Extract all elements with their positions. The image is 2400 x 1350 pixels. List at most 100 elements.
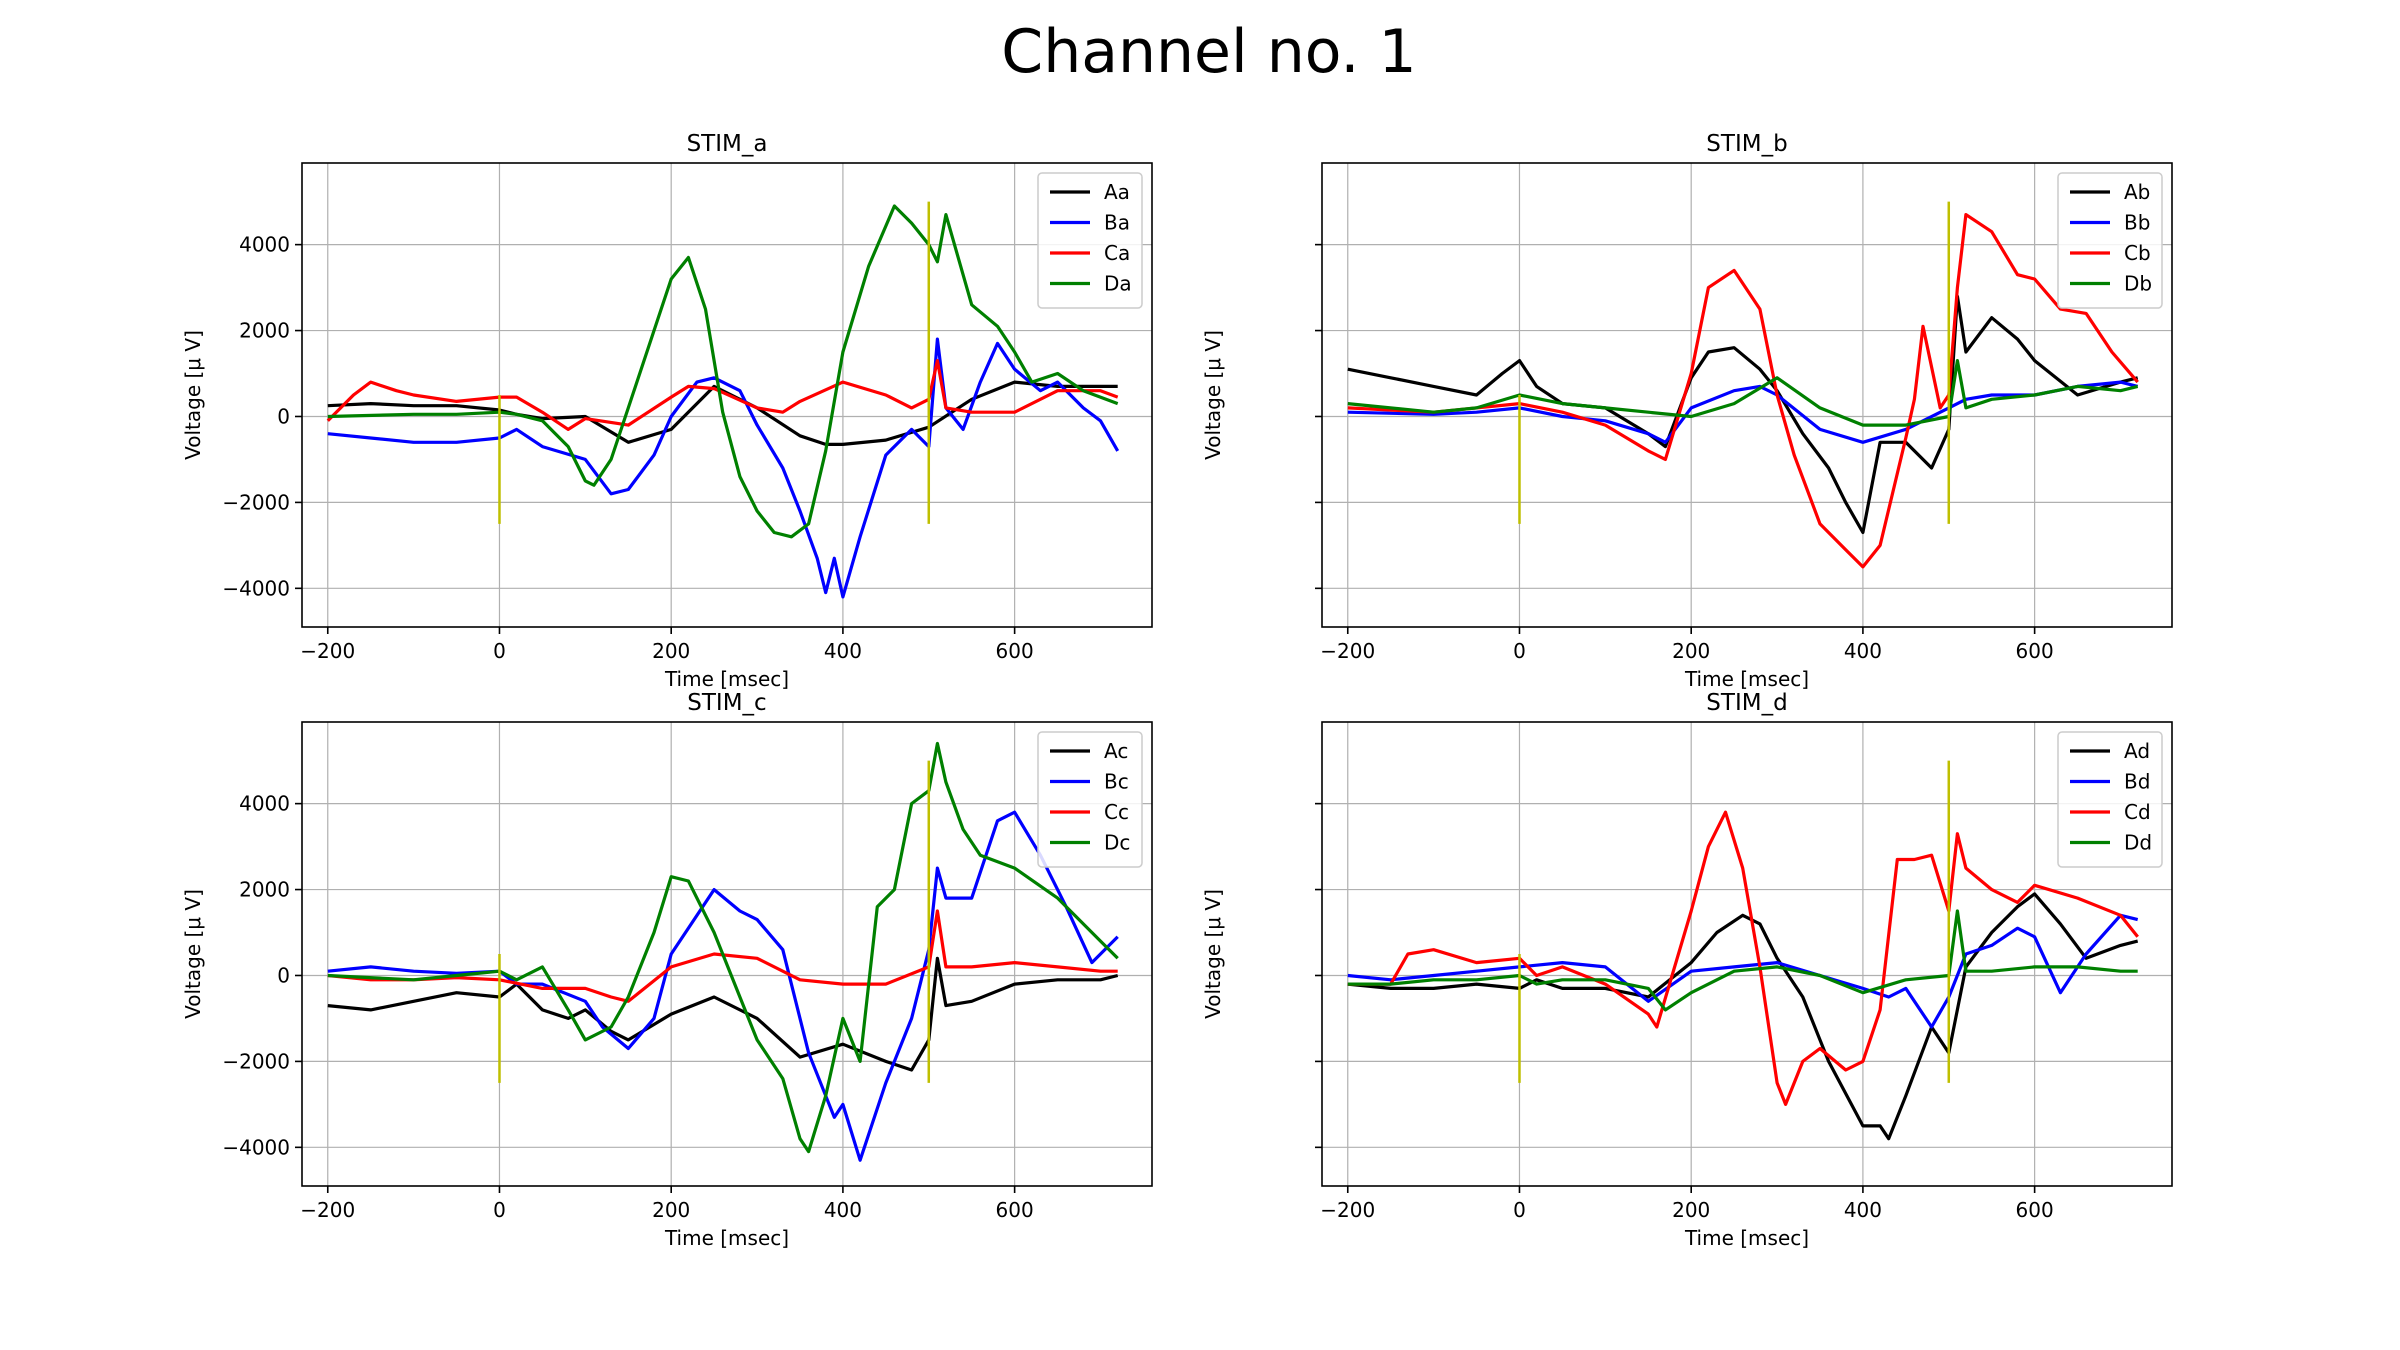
x-tick-label: 600 [996,639,1034,663]
series-group [327,741,1119,1162]
x-tick-label: 400 [1844,639,1882,663]
x-axis-label: Time [msec] [664,1226,789,1250]
series-line-Ab [1347,294,2139,535]
legend-entry-Bb: Bb [2070,211,2150,235]
x-tick-label: −200 [300,639,355,663]
x-tick-label: 600 [2016,639,2054,663]
subplot-2: −200 0 200 400 600 STIM_b Time [msec] Voltage [… [1201,131,2173,691]
x-tick-label: 200 [652,1198,690,1222]
series-line-Cd [1347,810,2139,1107]
series-line-Cb [1347,213,2139,569]
series-line-Dd [1347,909,2138,1012]
x-axis-label: Time [msec] [1684,1226,1809,1250]
y-tick-label: 0 [277,404,290,428]
legend-entry-Db: Db [2070,272,2152,296]
series-line-Da [327,204,1119,539]
legend-label: Cd [2124,800,2151,824]
legend-label: Bd [2124,770,2150,794]
legend-entry-Bc: Bc [1050,770,1129,794]
y-tick-label: 4000 [239,233,290,257]
legend-label: Dc [1104,831,1130,855]
subplot-1: −200 0 200 400 600−4000−2000020004000STIM_aT… [181,131,1153,691]
x-tick-label: 0 [493,1198,506,1222]
x-tick-label: 400 [824,1198,862,1222]
legend-entry-Ad: Ad [2070,739,2150,763]
subplot-title: STIM_b [1706,131,1787,157]
x-tick-label: 400 [824,639,862,663]
legend-label: Dd [2124,831,2152,855]
y-tick-label: −4000 [222,576,290,600]
y-axis-label: Voltage [μ V] [181,889,205,1019]
legend-entry-Ac: Ac [1050,739,1128,763]
series-line-Ba [327,337,1120,599]
legend-label: Aa [1104,180,1130,204]
x-tick-label: 200 [1672,1198,1710,1222]
x-tick-label: 600 [2016,1198,2054,1222]
series-group [1347,201,2139,569]
legend-entry-Cc: Cc [1050,800,1129,824]
legend-label: Bb [2124,211,2150,235]
x-tick-label: 200 [652,639,690,663]
legend-box [2057,731,2163,868]
legend-label: Ad [2124,739,2150,763]
axes-frame [301,721,1153,1187]
subplot-title: STIM_c [687,690,766,716]
legend: Ac Bc Cc Dc [1037,731,1143,868]
legend-label: Ba [1104,211,1130,235]
legend-entry-Ba: Ba [1050,211,1130,235]
y-tick-label: −4000 [222,1135,290,1159]
series-line-Ca [326,359,1119,431]
legend-label: Ab [2124,180,2150,204]
legend-entry-Aa: Aa [1050,180,1130,204]
subplot-title: STIM_d [1706,690,1787,716]
plot-area [1322,722,2172,1186]
legend: Aa Ba Ca Da [1037,172,1143,309]
series-line-Bb [1347,380,2139,444]
x-tick-label: −200 [1320,639,1375,663]
x-tick-label: 200 [1672,639,1710,663]
legend-entry-Dd: Dd [2070,831,2152,855]
series-group [326,201,1120,599]
legend-label: Cb [2124,241,2151,265]
y-tick-label: 4000 [239,792,290,816]
series-line-Ac [327,956,1119,1072]
subplot-grid: −200 0 200 400 600−4000−2000020004000STIM_aT… [181,131,2173,1250]
y-tick-label: −2000 [222,490,290,514]
x-tick-label: 600 [996,1198,1034,1222]
x-axis-label: Time [msec] [1684,667,1809,691]
axes-frame [301,162,1153,628]
legend-entry-Bd: Bd [2070,770,2150,794]
y-tick-label: 2000 [239,878,290,902]
legend-label: Ca [1104,241,1130,265]
x-tick-label: 400 [1844,1198,1882,1222]
y-tick-label: 0 [277,963,290,987]
legend-label: Db [2124,272,2152,296]
x-tick-label: −200 [1320,1198,1375,1222]
subplot-title: STIM_a [687,131,768,157]
legend-entry-Ab: Ab [2070,180,2150,204]
legend-entry-Cd: Cd [2070,800,2151,824]
series-line-Dc [327,741,1119,1154]
legend-label: Da [1104,272,1132,296]
y-axis-label: Voltage [μ V] [1201,330,1225,460]
series-line-Cc [327,909,1118,1003]
legend-entry-Cb: Cb [2070,241,2151,265]
x-axis-label: Time [msec] [664,667,789,691]
y-axis-label: Voltage [μ V] [181,330,205,460]
legend-label: Bc [1104,770,1129,794]
legend-label: Ac [1104,739,1128,763]
y-tick-label: −2000 [222,1049,290,1073]
legend: Ad Bd Cd Dd [2057,731,2163,868]
x-tick-label: 0 [493,639,506,663]
legend-entry-Da: Da [1050,272,1132,296]
legend-label: Cc [1104,800,1129,824]
legend-entry-Dc: Dc [1050,831,1130,855]
axes-frame [1321,721,2173,1187]
x-tick-label: 0 [1513,639,1526,663]
figure-title: Channel no. 1 [1001,17,1416,87]
legend: Ab Bb Cb Db [2057,172,2163,309]
legend-box [1037,731,1143,868]
legend-entry-Ca: Ca [1050,241,1130,265]
series-group [1347,760,2139,1141]
